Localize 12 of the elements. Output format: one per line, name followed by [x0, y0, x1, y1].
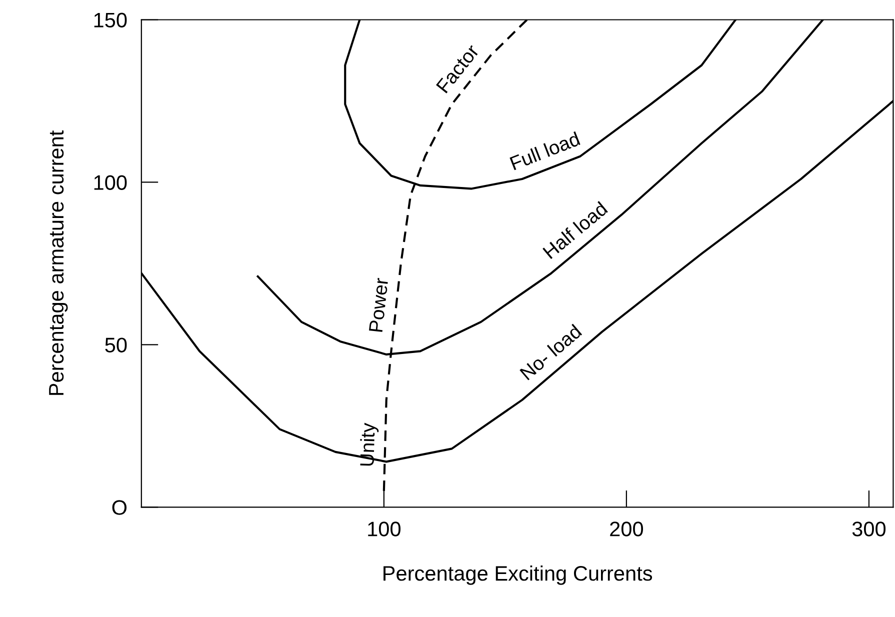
y-tick-label: 50 — [105, 338, 127, 352]
y-tick-label: O — [112, 500, 127, 515]
text: Half load — [542, 200, 608, 260]
y-axis-title: Percentage armature current — [49, 130, 68, 395]
y-tick-label: 150 — [94, 12, 127, 28]
text: Full load — [509, 131, 580, 170]
x-tick-label: 300 — [852, 522, 886, 536]
text: No- load — [519, 324, 582, 380]
x-axis-title: Percentage Exciting Currents — [384, 565, 652, 585]
x-tick-label: 200 — [610, 522, 644, 536]
x-tick-label: 100 — [368, 522, 400, 536]
y-tick-label: 100 — [94, 175, 127, 190]
